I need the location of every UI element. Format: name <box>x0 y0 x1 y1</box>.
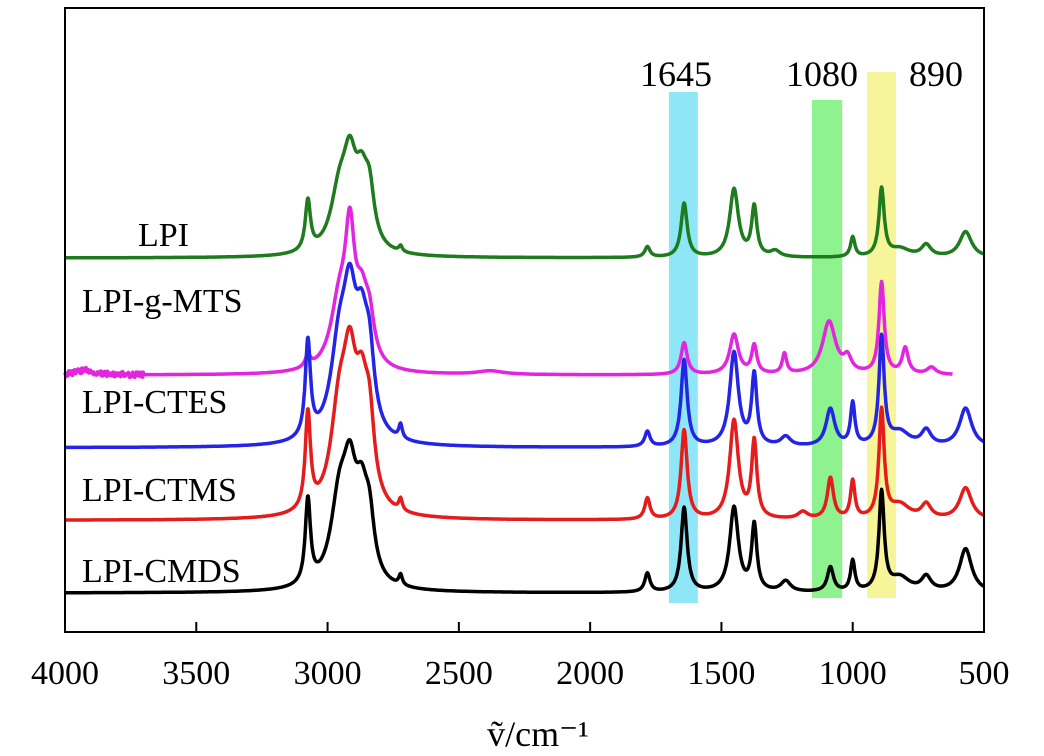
series-line-lpi-ctes <box>63 261 986 450</box>
series-line-lpi-g-mts <box>63 205 954 380</box>
series-label-lpi-g-mts: LPI-g-MTS <box>82 283 243 320</box>
band-label-1645: 1645 <box>640 54 712 94</box>
x-tick-label-1500: 1500 <box>687 655 755 692</box>
x-tick-label-3000: 3000 <box>294 655 362 692</box>
series-label-lpi: LPI <box>138 217 189 254</box>
x-axis-title: ṽ/cm⁻¹ <box>487 714 589 754</box>
series-label-lpi-cmds: LPI-CMDS <box>82 553 241 590</box>
x-tick-label-2000: 2000 <box>556 655 624 692</box>
series-label-lpi-ctes: LPI-CTES <box>82 384 227 421</box>
band-label-1080: 1080 <box>786 54 858 94</box>
band-label-890: 890 <box>909 54 963 94</box>
x-tick-label-500: 500 <box>959 655 1010 692</box>
series-line-lpi-cmds <box>63 437 986 595</box>
x-tick-label-1000: 1000 <box>819 655 887 692</box>
plot-frame <box>64 7 985 633</box>
x-tick-label-4000: 4000 <box>31 655 99 692</box>
x-tick-label-2500: 2500 <box>425 655 493 692</box>
x-tick-label-3500: 3500 <box>162 655 230 692</box>
series-label-lpi-ctms: LPI-CTMS <box>82 472 237 509</box>
series-line-lpi <box>63 133 986 260</box>
series-line-lpi-ctms <box>63 324 986 522</box>
